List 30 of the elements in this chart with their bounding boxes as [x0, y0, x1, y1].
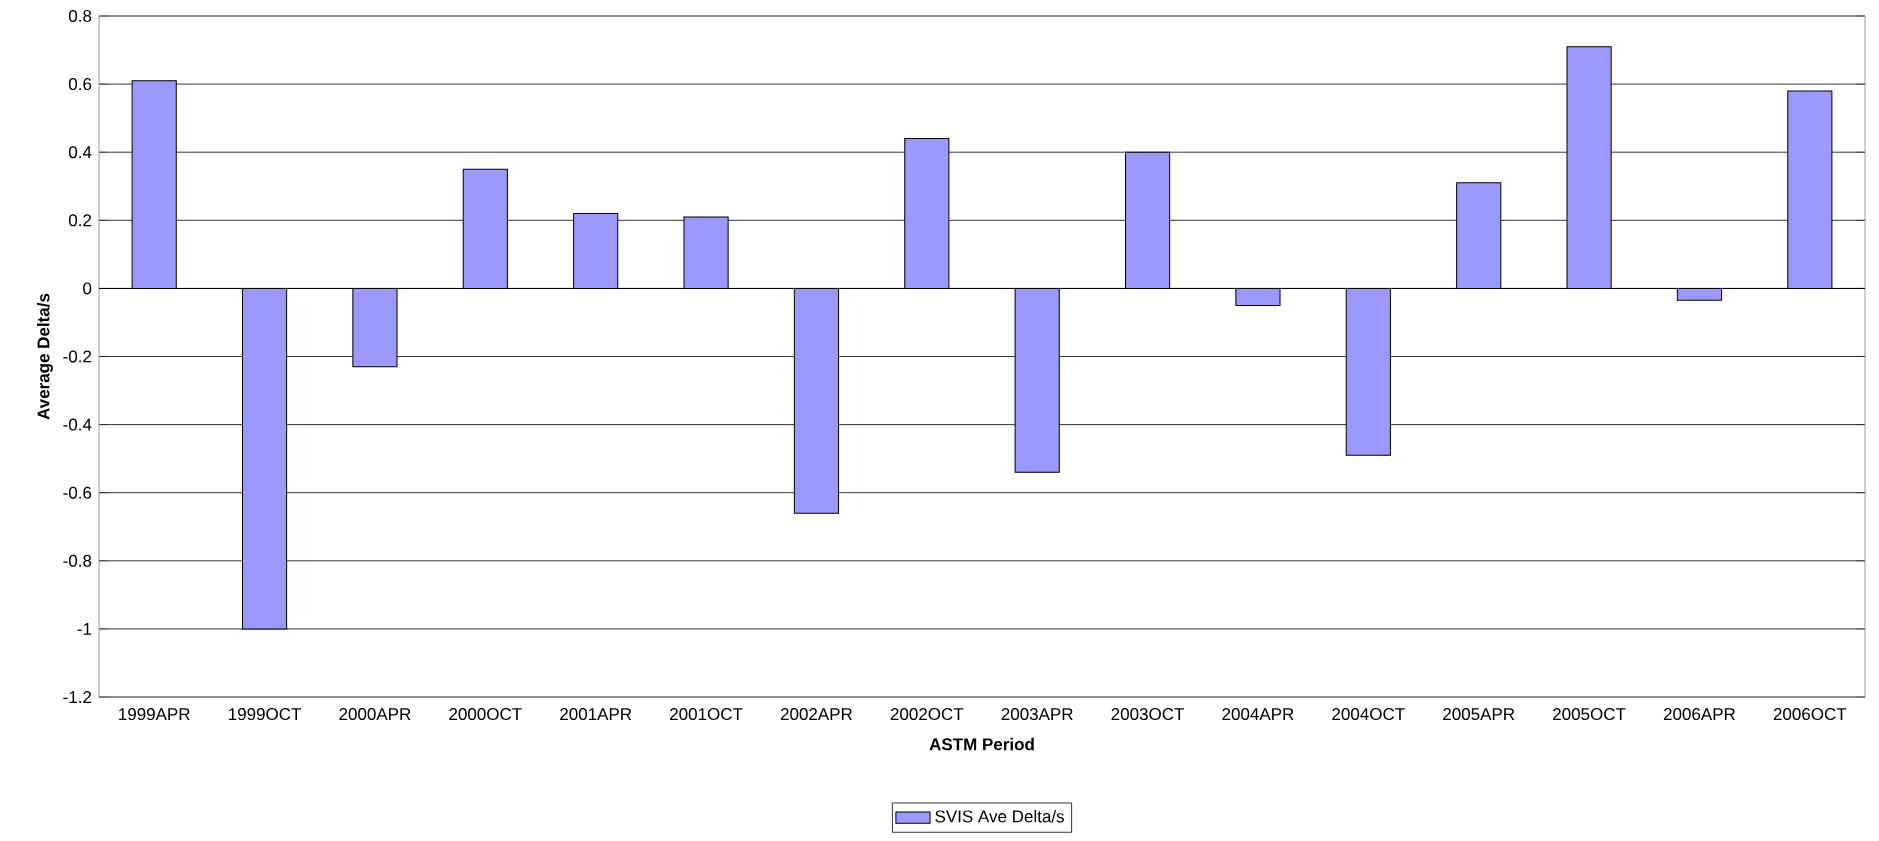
x-tick-label: 2000APR: [339, 708, 411, 721]
y-tick-label: -1.2: [63, 691, 92, 703]
x-tick-label: 2006OCT: [1773, 708, 1847, 721]
y-tick-label: -0.6: [63, 486, 92, 499]
x-tick-label: 2002APR: [780, 708, 853, 721]
legend-label: SVIS Ave Delta/s: [935, 809, 1064, 823]
y-tick-label: 0.2: [68, 214, 92, 227]
y-tick-label: 0.8: [68, 9, 92, 22]
x-tick-label: 2003OCT: [1111, 708, 1185, 721]
y-tick-label: -0.2: [63, 350, 92, 363]
x-tick-label: 1999APR: [119, 708, 190, 721]
y-tick-label: -1: [77, 623, 92, 635]
x-tick-label: 2001APR: [560, 708, 632, 721]
x-tick-label: 2001OCT: [670, 708, 743, 721]
x-tick-label: 2006APR: [1663, 708, 1736, 721]
y-tick-label: 0.4: [68, 146, 92, 159]
x-tick-label: 2000OCT: [449, 708, 522, 721]
x-tick-label: 2005OCT: [1553, 708, 1626, 721]
y-tick-label: -0.4: [63, 418, 92, 431]
y-axis-title: Average Delta/s: [36, 293, 53, 420]
x-tick-label: 2005APR: [1443, 708, 1515, 721]
y-tick-label: -0.8: [63, 554, 92, 567]
x-tick-label: 2003APR: [1001, 708, 1073, 721]
x-tick-label: 2004APR: [1222, 708, 1294, 721]
x-tick-label: 2004OCT: [1332, 708, 1405, 721]
x-tick-label: 1999OCT: [229, 708, 302, 721]
x-tick-label: 2002OCT: [890, 708, 964, 721]
y-tick-label: 0.6: [68, 78, 92, 91]
x-axis-title: ASTM Period: [929, 737, 1034, 751]
y-tick-label: 0: [83, 282, 92, 295]
